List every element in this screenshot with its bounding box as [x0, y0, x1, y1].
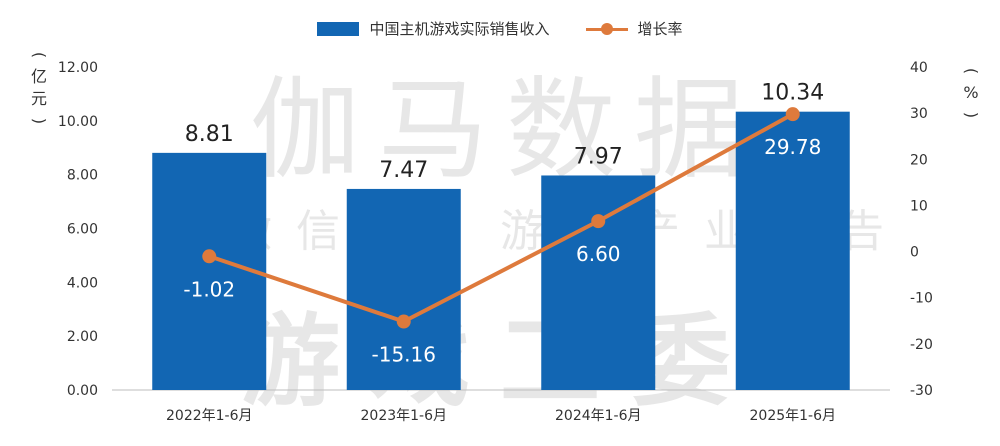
y-left-tick-label: 8.00	[67, 168, 98, 184]
y-left-tick-label: 4.00	[67, 275, 98, 291]
y-right-tick-label: -10	[910, 291, 933, 307]
bar-revenue	[152, 152, 267, 390]
y-left-tick-label: 10.00	[58, 114, 98, 130]
growth-value-label: 29.78	[764, 135, 821, 159]
growth-value-label: -15.16	[372, 343, 436, 367]
y-left-tick-label: 0.00	[67, 383, 98, 399]
growth-value-label: 6.60	[576, 242, 621, 266]
bar-value-label: 10.34	[761, 81, 824, 106]
growth-point	[202, 249, 217, 264]
left-axis-unit-text: 亿元	[30, 67, 47, 108]
bar-revenue	[735, 111, 850, 390]
x-tick-label: 2025年1-6月	[750, 408, 837, 424]
bar-value-label: 8.81	[185, 122, 234, 147]
growth-line	[208, 112, 794, 324]
x-tick-label: 2023年1-6月	[361, 408, 448, 424]
chart-legend: 中国主机游戏实际销售收入 增长率	[0, 18, 1000, 39]
y-right-tick-label: 40	[910, 60, 928, 76]
growth-point	[785, 107, 800, 122]
growth-value-label: -1.02	[183, 277, 235, 301]
right-axis-unit-text: %	[963, 83, 979, 102]
bar-revenue	[346, 188, 461, 390]
y-right-tick-label: 30	[910, 106, 928, 122]
legend-item-revenue: 中国主机游戏实际销售收入	[317, 18, 550, 39]
bar-value-label: 7.47	[379, 158, 428, 183]
legend-bar-swatch	[317, 21, 360, 36]
y-right-tick-label: 20	[910, 152, 928, 168]
y-left-tick-label: 2.00	[67, 329, 98, 345]
growth-point	[591, 214, 606, 229]
legend-label-growth: 增长率	[637, 20, 683, 38]
y-right-tick-label: -20	[910, 337, 933, 353]
legend-line-swatch	[585, 22, 628, 36]
x-tick-label: 2024年1-6月	[555, 408, 642, 424]
bar-revenue	[541, 175, 656, 390]
right-axis-unit: ( % )	[962, 67, 981, 119]
y-right-tick-label: 0	[910, 245, 919, 261]
y-left-tick-label: 12.00	[58, 60, 98, 76]
y-right-tick-label: 10	[910, 198, 928, 214]
x-tick-label: 2022年1-6月	[166, 408, 253, 424]
bar-value-label: 7.97	[574, 144, 623, 169]
growth-point	[396, 314, 411, 329]
y-right-tick-label: -30	[910, 383, 933, 399]
legend-item-growth: 增长率	[585, 18, 683, 39]
y-left-tick-label: 6.00	[67, 222, 98, 238]
left-axis-unit: ( 亿元 )	[30, 51, 49, 125]
legend-label-revenue: 中国主机游戏实际销售收入	[369, 20, 550, 38]
